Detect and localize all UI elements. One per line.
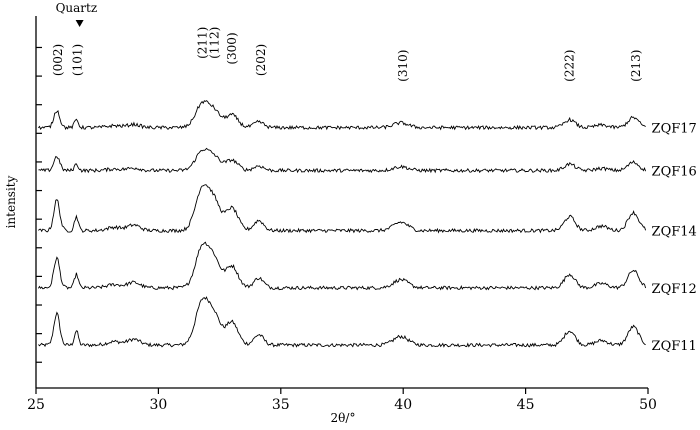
y-ticks xyxy=(36,46,42,363)
peak-label: (310) xyxy=(396,50,410,82)
x-tick-label: 45 xyxy=(517,397,535,413)
peak-label: (213) xyxy=(629,50,643,82)
series-label-zqf12: ZQF12 xyxy=(652,282,697,297)
series-labels: ZQF11 ZQF12 ZQF14 ZQF16 ZQF17 xyxy=(652,122,697,354)
x-tick-label: 35 xyxy=(272,397,290,413)
quartz-annotation: Quartz xyxy=(56,1,98,27)
x-tick-label: 40 xyxy=(394,397,412,413)
series-line-zqf17 xyxy=(38,100,646,131)
series-label-zqf11: ZQF11 xyxy=(652,339,697,354)
peak-label: (222) xyxy=(563,50,577,82)
series-group xyxy=(38,100,647,348)
plot-frame xyxy=(35,16,648,389)
series-line-zqf16 xyxy=(38,147,647,174)
series-label-zqf14: ZQF14 xyxy=(652,225,697,240)
peak-label: (002) xyxy=(51,44,65,76)
y-axis-title: intensity xyxy=(4,175,18,228)
series-label-zqf17: ZQF17 xyxy=(652,122,697,137)
x-axis-title: 2θ/° xyxy=(331,411,356,425)
peak-label: (300) xyxy=(225,32,239,64)
series-line-zqf11 xyxy=(38,296,646,348)
quartz-peak-label: (101) xyxy=(71,44,85,76)
x-tick-label: 50 xyxy=(639,397,657,413)
peak-labels: (002) (211)(112) (300) (202) (310) (222) (213)… xyxy=(51,27,643,82)
quartz-label: Quartz xyxy=(56,1,98,15)
peak-label: (112) xyxy=(208,27,222,59)
quartz-marker-icon xyxy=(75,20,84,27)
series-label-zqf16: ZQF16 xyxy=(652,165,697,180)
series-line-zqf12 xyxy=(38,241,647,291)
x-tick-label: 30 xyxy=(149,397,167,413)
peak-label: (211) xyxy=(195,27,209,59)
x-ticks: 25 30 35 40 45 50 xyxy=(27,388,657,413)
series-line-zqf14 xyxy=(38,184,647,234)
x-tick-label: 25 xyxy=(27,397,45,413)
peak-label: (202) xyxy=(254,44,268,76)
